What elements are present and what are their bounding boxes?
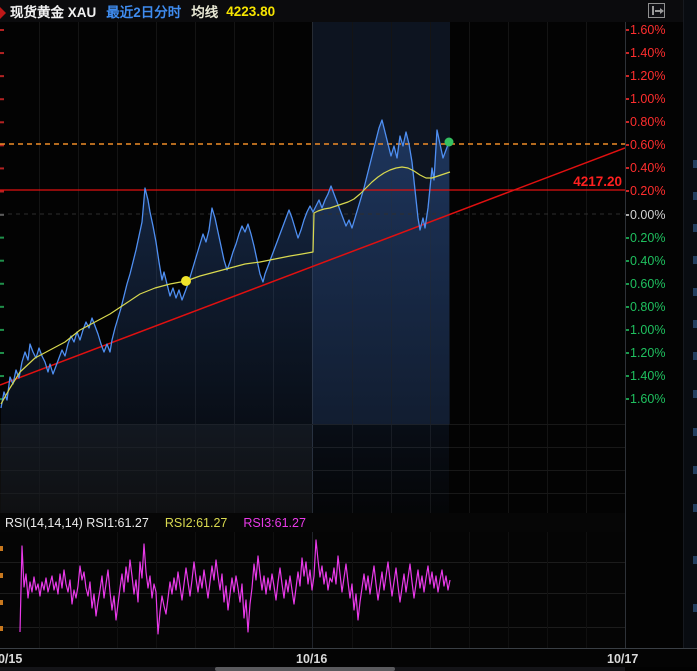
price-axis-label: 0.80% xyxy=(626,299,665,315)
price-axis-label: 1.60% xyxy=(626,22,665,38)
price-axis-label: 1.40% xyxy=(626,45,665,61)
alert-price-label: 4217.20 xyxy=(573,174,622,189)
price-area-fill xyxy=(1,120,449,515)
axis-tick xyxy=(626,282,629,285)
axis-tick xyxy=(626,305,629,308)
price-axis-label: 1.00% xyxy=(626,91,665,107)
sidebar-glyph xyxy=(693,256,697,264)
chart-header: 现货黄金 XAU 最近2日分时 均线 4223.80 xyxy=(0,0,697,22)
sidebar-glyph xyxy=(693,160,697,168)
sidebar-glyph xyxy=(693,320,697,328)
date-label-10-16: 10/16 xyxy=(296,652,328,666)
axis-tick xyxy=(626,52,629,55)
price-axis-label: 1.00% xyxy=(626,322,665,338)
rsi-header: RSI(14,14,14) RSI1:61.27 RSI2:61.27 RSI3… xyxy=(0,513,625,532)
axis-tick xyxy=(626,167,629,170)
sidebar-glyph xyxy=(693,352,697,360)
right-toolbar-strip[interactable] xyxy=(683,0,697,648)
price-axis-label: 1.40% xyxy=(626,368,665,384)
axis-tick xyxy=(626,259,629,262)
time-axis: 10/15 10/16 10/17 xyxy=(0,648,697,667)
axis-tick xyxy=(626,328,629,331)
axis-tick xyxy=(626,398,629,401)
price-axis-label: 1.20% xyxy=(626,68,665,84)
axis-tick xyxy=(626,190,629,193)
last-price-dot xyxy=(444,137,454,147)
date-label-10-15: 10/15 xyxy=(0,652,23,666)
price-axis-label: 0.60% xyxy=(626,276,665,292)
axis-tick xyxy=(626,98,629,101)
price-axis-label: 0.20% xyxy=(626,230,665,246)
axis-tick xyxy=(626,351,629,354)
price-axis-label: 0.60% xyxy=(626,137,665,153)
ma-legend-value: 4223.80 xyxy=(226,3,276,19)
price-axis-label: 0.00% xyxy=(626,207,665,223)
price-axis-label: 0.80% xyxy=(626,114,665,130)
axis-tick xyxy=(626,213,629,216)
price-axis: 1.60% 1.40% 1.20% 1.00% 0.80% 0.60% 0.40% 0.20%… xyxy=(625,22,683,648)
sidebar-glyph xyxy=(693,192,697,200)
rsi-chart[interactable] xyxy=(0,532,625,648)
rsi-params-and-rsi1[interactable]: RSI(14,14,14) RSI1:61.27 xyxy=(5,515,149,530)
price-axis-label: 0.40% xyxy=(626,160,665,176)
panel-expand-icon[interactable] xyxy=(648,3,665,18)
ma-dot-marker xyxy=(181,276,191,286)
sidebar-glyph xyxy=(693,466,697,474)
rsi-line xyxy=(19,539,451,635)
price-axis-label: 0.20% xyxy=(626,183,665,199)
trend-line[interactable] xyxy=(0,147,625,386)
rsi3-value: RSI3:61.27 xyxy=(243,515,306,530)
sidebar-glyph xyxy=(693,390,697,398)
axis-tick xyxy=(626,121,629,124)
sidebar-glyph xyxy=(693,556,697,564)
sidebar-glyph xyxy=(693,288,697,296)
price-line xyxy=(0,119,450,409)
axis-tick xyxy=(626,144,629,147)
ma-legend-label: 均线 xyxy=(191,5,219,20)
main-price-chart[interactable] xyxy=(0,22,625,515)
sidebar-glyph xyxy=(693,604,697,612)
price-axis-label: 1.20% xyxy=(626,345,665,361)
panel-expand-icon-arrowhead xyxy=(660,7,664,14)
period-label[interactable]: 最近2日分时 xyxy=(106,5,182,20)
sidebar-glyph xyxy=(693,224,697,232)
axis-tick xyxy=(626,75,629,78)
sidebar-glyph xyxy=(693,504,697,512)
rsi2-value: RSI2:61.27 xyxy=(164,515,228,530)
instrument-title: 现货黄金 XAU xyxy=(10,5,97,20)
sidebar-glyph xyxy=(693,428,697,436)
left-axis-ticks xyxy=(0,29,4,401)
scrollbar-thumb[interactable] xyxy=(215,667,395,671)
panel-expand-icon-arrow xyxy=(655,10,661,12)
rsi-axis-ticks xyxy=(0,546,3,631)
price-axis-label: 0.40% xyxy=(626,253,665,269)
ma-line xyxy=(0,166,451,405)
axis-tick xyxy=(626,29,629,31)
price-axis-label: 1.60% xyxy=(626,391,665,407)
date-label-10-17: 10/17 xyxy=(607,652,639,666)
axis-tick xyxy=(626,236,629,239)
panel-expand-icon-bar xyxy=(652,6,654,15)
axis-tick xyxy=(626,375,629,378)
corner-notch xyxy=(0,7,6,19)
